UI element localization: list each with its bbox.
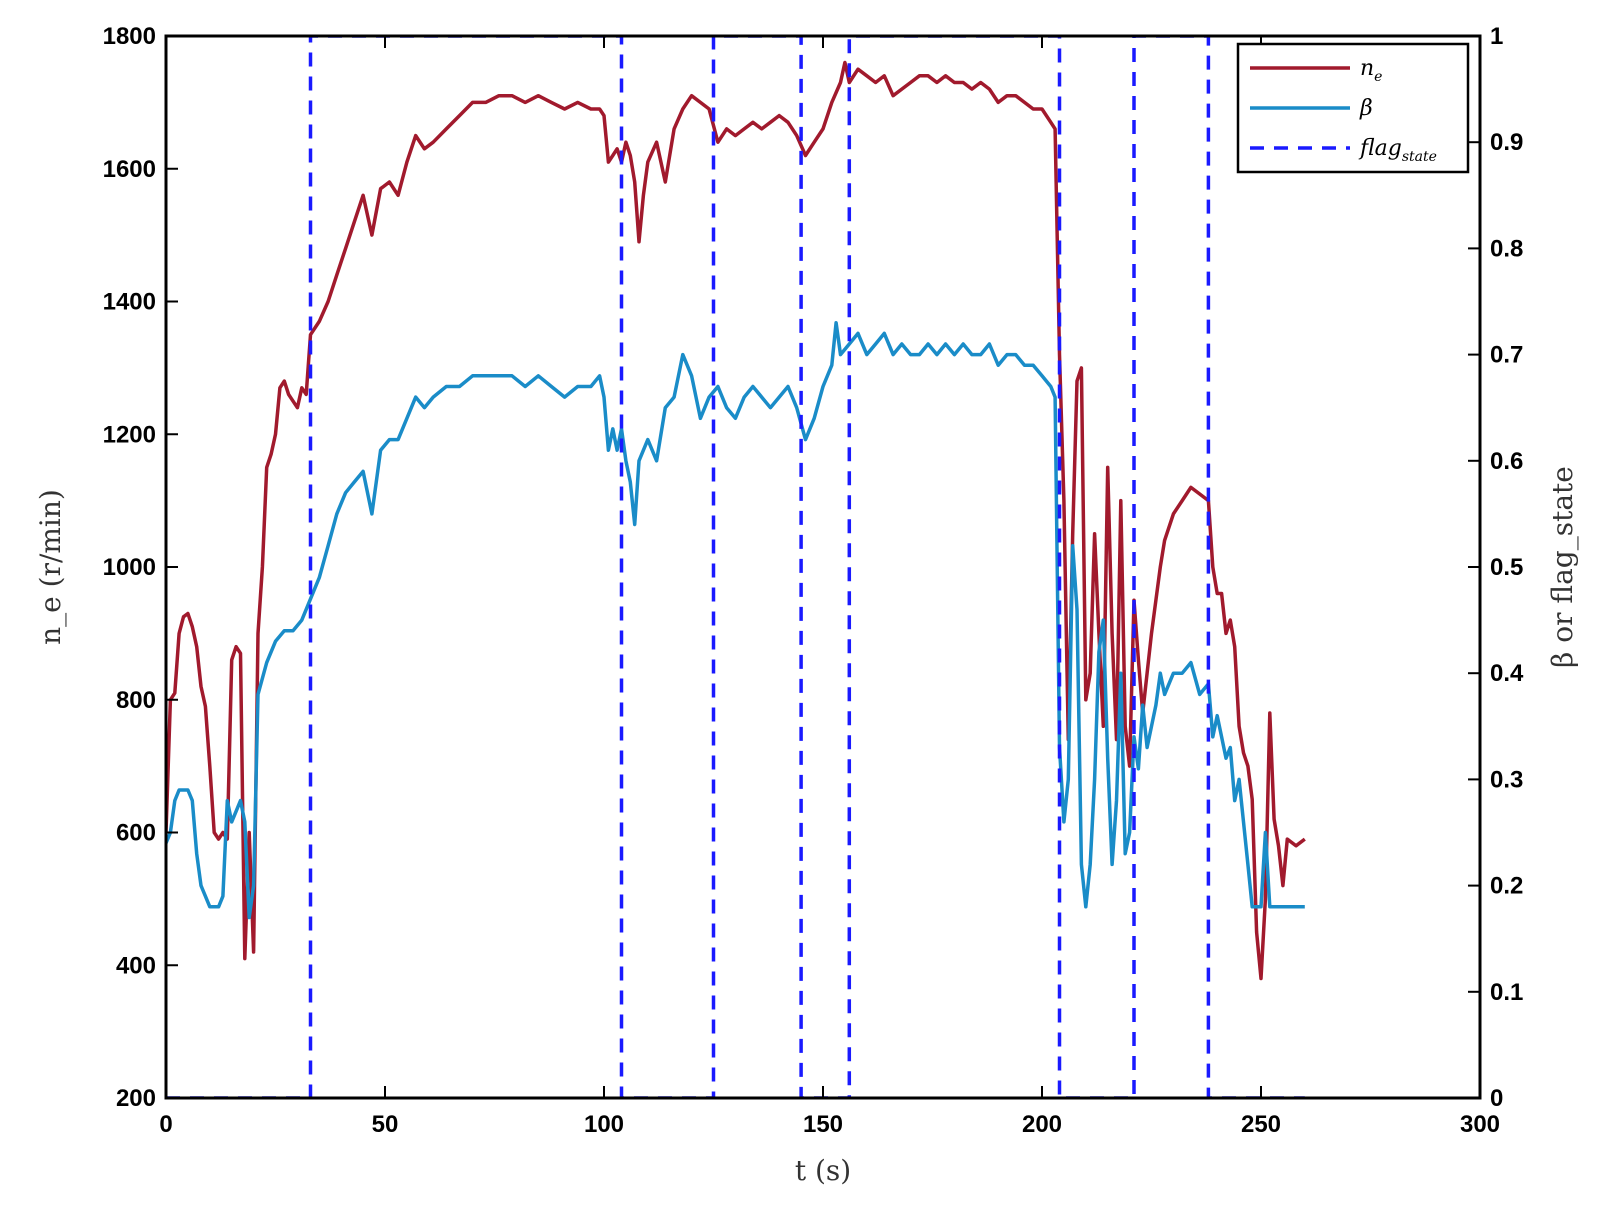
y-right-tick-label: 0.9	[1490, 129, 1523, 156]
x-tick-label: 200	[1022, 1111, 1062, 1138]
legend-label-1: β	[1359, 96, 1373, 121]
y-axis-label-right: β or flag_state	[1546, 466, 1579, 668]
ticks-layer: 0 50 100 150 200 250 300 200 400 600 800 1000 1200 14…	[103, 23, 1524, 1138]
y-left-tick-label: 800	[116, 687, 156, 714]
y-right-tick-label: 0.5	[1490, 554, 1523, 581]
y-right-tick-label: 0.8	[1490, 235, 1523, 262]
y-right-tick-label: 0.4	[1490, 660, 1524, 687]
legend: ne β flagstate	[1236, 42, 1470, 174]
x-tick-label: 300	[1460, 1111, 1500, 1138]
x-tick-label: 0	[159, 1111, 172, 1138]
x-axis-label: t (s)	[795, 1154, 851, 1187]
series-line-1	[166, 320, 1305, 920]
y-right-tick-label: 0.7	[1490, 342, 1523, 369]
y-right-tick-label: 0.1	[1490, 979, 1523, 1006]
y-axis-label-left: n_e (r/min)	[34, 489, 67, 645]
legend-label-0: ne	[1360, 56, 1382, 85]
x-tick-label: 150	[803, 1111, 843, 1138]
x-tick-label: 50	[372, 1111, 399, 1138]
y-left-tick-label: 200	[116, 1085, 156, 1112]
y-right-tick-label: 0	[1490, 1085, 1503, 1112]
legend-label-2: flagstate	[1358, 136, 1437, 165]
y-right-tick-label: 0.6	[1490, 448, 1523, 475]
y-left-tick-label: 400	[116, 952, 156, 979]
series-line-0	[166, 60, 1306, 981]
y-right-tick-label: 0.3	[1490, 766, 1523, 793]
y-right-tick-label: 0.2	[1490, 873, 1523, 900]
y-right-tick-label: 1	[1490, 23, 1503, 50]
y-left-tick-label: 1800	[103, 23, 156, 50]
x-tick-label: 100	[584, 1111, 624, 1138]
series-layer	[166, 36, 1306, 1098]
x-tick-label: 250	[1241, 1111, 1281, 1138]
y-left-tick-label: 1200	[103, 421, 156, 448]
y-left-tick-label: 1000	[103, 554, 156, 581]
y-left-tick-label: 1600	[103, 156, 156, 183]
y-left-tick-label: 600	[116, 820, 156, 847]
y-left-tick-label: 1400	[103, 289, 156, 316]
